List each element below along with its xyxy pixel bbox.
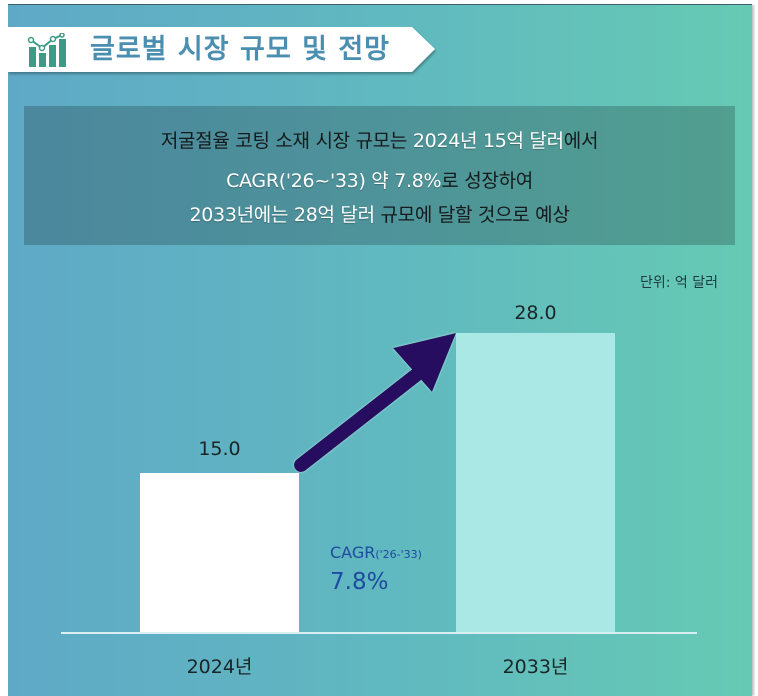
x-axis-baseline — [61, 632, 697, 634]
bar-value-2033: 28.0 — [514, 302, 557, 324]
cagr-value: 7.8% — [330, 569, 389, 595]
summary-text: 에서 — [563, 130, 599, 152]
summary-text: 저굴절율 코팅 소재 시장 규모는 — [160, 130, 408, 152]
panel-top-border — [8, 4, 752, 5]
cagr-period: ('26-'33) — [375, 548, 422, 561]
bar-2033 — [456, 333, 615, 633]
summary-text: 규모에 달할 것으로 예상 — [374, 204, 570, 226]
banner-background — [8, 27, 435, 72]
summary-box: 저굴절율 코팅 소재 시장 규모는 2024년 15억 달러에서 CAGR('2… — [24, 106, 735, 245]
page-title: 글로벌 시장 규모 및 전망 — [90, 34, 390, 65]
cagr-annotation: CAGR('26-'33) 7.8% — [330, 543, 422, 595]
summary-line-3: 2033년에는 28억 달러 규모에 달할 것으로 예상 — [24, 202, 735, 228]
summary-highlight: CAGR('26~'33) 약 7.8% — [226, 170, 442, 192]
summary-highlight: 2033년에는 28억 달러 — [189, 204, 375, 226]
summary-line-2: CAGR('26~'33) 약 7.8%로 성장하여 — [24, 168, 735, 194]
x-label-2033: 2033년 — [502, 656, 569, 678]
title-banner: 글로벌 시장 규모 및 전망 — [8, 27, 436, 73]
cagr-label: CAGR — [330, 543, 376, 562]
bar-line-chart-icon — [27, 33, 66, 67]
x-label-2024: 2024년 — [186, 656, 253, 678]
bar-2024 — [140, 473, 299, 633]
summary-line-1: 저굴절율 코팅 소재 시장 규모는 2024년 15억 달러에서 — [24, 128, 735, 154]
summary-text: 로 성장하여 — [441, 170, 533, 192]
bar-value-2024: 15.0 — [198, 438, 241, 460]
unit-label: 단위: 억 달러 — [640, 275, 719, 291]
summary-highlight: 2024년 15억 달러 — [407, 130, 564, 152]
